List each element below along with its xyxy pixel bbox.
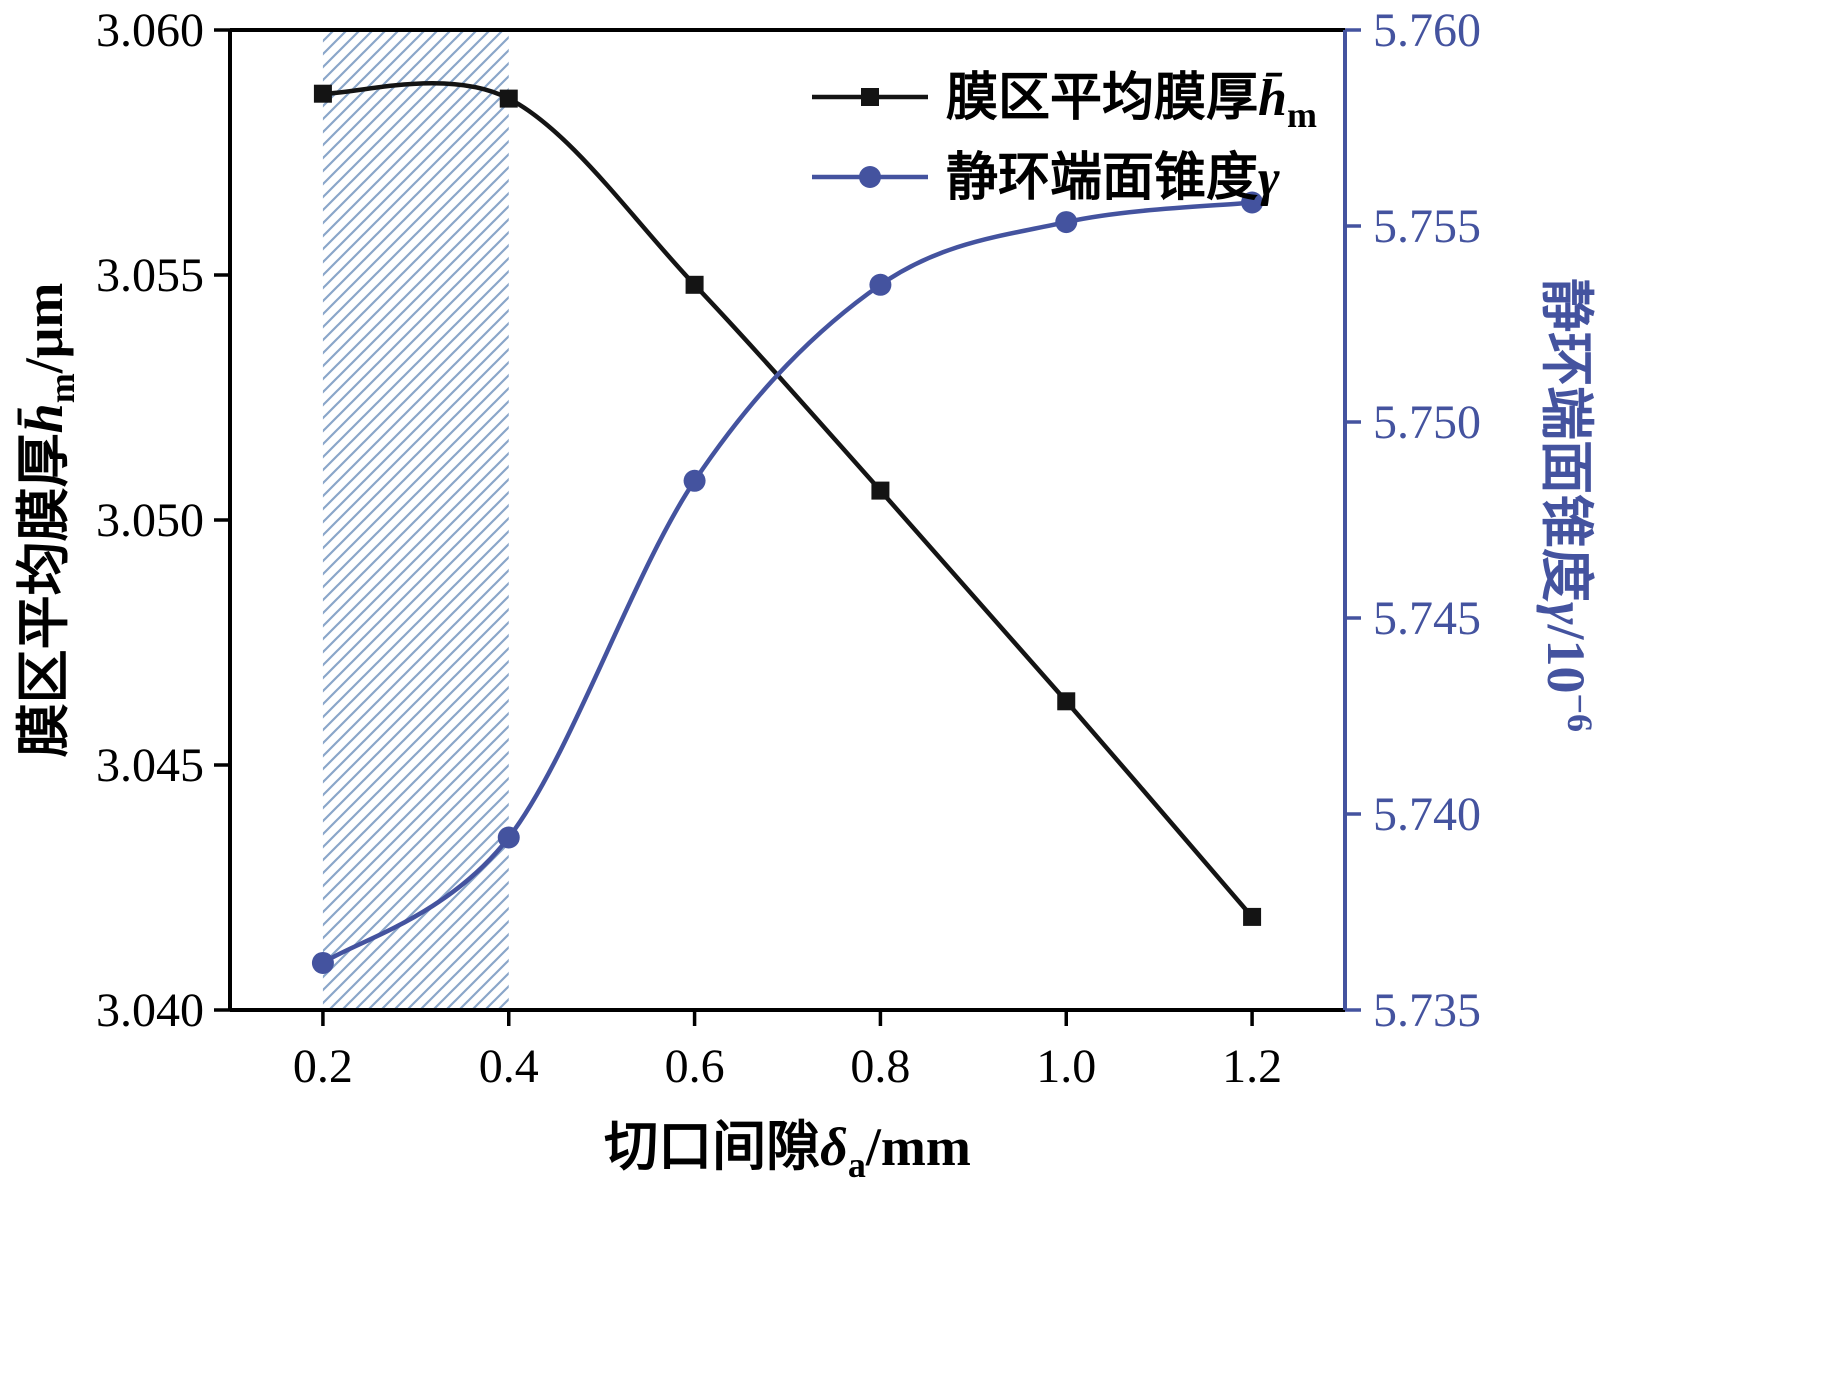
x-axis-title: 切口间隙δa/mm: [604, 1117, 971, 1185]
x-tick-label: 0.8: [850, 1040, 910, 1093]
legend-label: 静环端面锥度γ: [946, 149, 1280, 207]
circle-marker: [1055, 211, 1078, 234]
left-y-tick-label: 3.040: [96, 984, 204, 1037]
right-y-tick-label: 5.750: [1373, 396, 1481, 449]
square-marker: [685, 275, 704, 294]
circle-marker: [497, 826, 520, 849]
circle-marker: [311, 951, 334, 974]
left-y-tick-label: 3.055: [96, 249, 204, 302]
right-y-ticks: 5.735 5.740 5.745 5.750 5.755 5.760: [1345, 4, 1481, 1037]
x-tick-label: 1.2: [1222, 1040, 1282, 1093]
x-ticks: 0.2 0.4 0.6 0.8 1.0 1.2: [293, 1010, 1282, 1093]
circle-marker: [869, 273, 892, 296]
circle-marker: [683, 469, 706, 492]
x-tick-label: 0.4: [479, 1040, 539, 1093]
right-y-tick-label: 5.755: [1373, 200, 1481, 253]
right-y-tick-label: 5.760: [1373, 4, 1481, 57]
legend: 膜区平均膜厚h̄m 静环端面锥度γ: [812, 69, 1317, 207]
x-tick-label: 1.0: [1036, 1040, 1096, 1093]
x-tick-label: 0.2: [293, 1040, 353, 1093]
legend-label: 膜区平均膜厚h̄m: [946, 69, 1317, 135]
square-marker: [313, 84, 332, 103]
series-taper: [311, 191, 1264, 974]
square-marker: [1243, 907, 1262, 926]
left-y-tick-label: 3.060: [96, 4, 204, 57]
right-y-tick-label: 5.745: [1373, 592, 1481, 645]
right-y-tick-label: 5.740: [1373, 788, 1481, 841]
square-marker: [499, 89, 518, 108]
left-y-tick-label: 3.050: [96, 494, 204, 547]
right-y-axis-title: 静环端面锥度γ/10−6: [1536, 278, 1600, 732]
circle-marker: [1241, 191, 1264, 214]
hatch-band: [322, 30, 509, 1010]
legend-square-marker: [861, 88, 879, 106]
right-y-tick-label: 5.735: [1373, 984, 1481, 1037]
left-y-ticks: 3.040 3.045 3.050 3.055 3.060: [96, 4, 230, 1037]
square-marker: [871, 481, 890, 500]
x-tick-label: 0.6: [665, 1040, 725, 1093]
left-y-axis-title: 膜区平均膜厚h̄m/μm: [14, 283, 82, 758]
square-marker: [1057, 692, 1076, 711]
legend-circle-marker: [859, 166, 881, 188]
series-film-thickness: [313, 81, 1262, 926]
left-y-tick-label: 3.045: [96, 739, 204, 792]
